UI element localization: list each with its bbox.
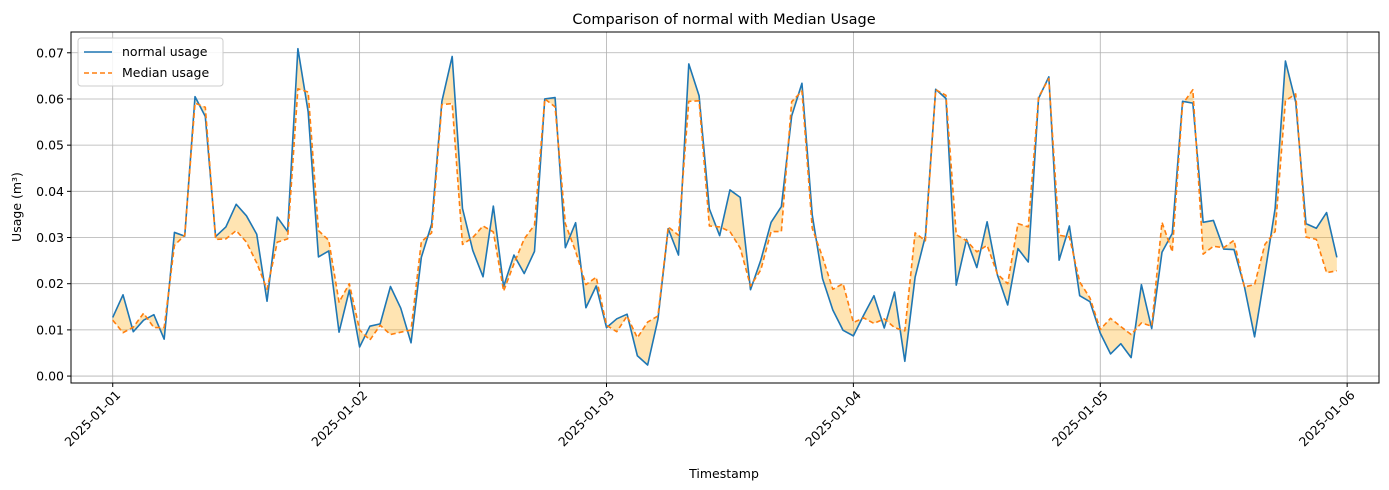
x-tick-label: 2025-01-05 bbox=[1049, 387, 1111, 449]
x-tick-label: 2025-01-04 bbox=[802, 387, 864, 449]
y-axis-ticks: 0.00 0.01 0.02 0.03 0.04 0.05 0.06 0.07 bbox=[36, 45, 71, 384]
x-tick-label: 2025-01-01 bbox=[61, 387, 123, 449]
x-axis-ticks: 2025-01-01 2025-01-02 2025-01-03 2025-01-04… bbox=[61, 383, 1358, 449]
y-tick-label: 0.02 bbox=[36, 276, 64, 291]
legend-label-median: Median usage bbox=[122, 65, 209, 80]
y-tick-label: 0.05 bbox=[36, 138, 64, 153]
y-tick-label: 0.07 bbox=[36, 45, 64, 60]
x-axis-label: Timestamp bbox=[688, 466, 759, 481]
grid-lines bbox=[71, 32, 1379, 383]
legend-box bbox=[77, 37, 224, 87]
normal-usage-line bbox=[111, 47, 1338, 366]
series-lines bbox=[111, 47, 1338, 366]
plot-frame bbox=[70, 31, 1380, 384]
y-tick-label: 0.04 bbox=[36, 184, 64, 199]
legend: normal usage Median usage bbox=[77, 37, 224, 87]
median-usage-line bbox=[112, 77, 1338, 341]
x-tick-label: 2025-01-03 bbox=[555, 387, 617, 449]
x-tick-label: 2025-01-02 bbox=[308, 387, 370, 449]
x-tick-label: 2025-01-06 bbox=[1296, 387, 1358, 449]
chart-title: Comparison of normal with Median Usage bbox=[572, 12, 875, 28]
y-tick-label: 0.03 bbox=[36, 230, 64, 245]
y-axis-label: Usage (m³) bbox=[9, 172, 24, 242]
y-tick-label: 0.06 bbox=[36, 91, 64, 106]
y-tick-label: 0.01 bbox=[36, 322, 64, 337]
legend-label-normal: normal usage bbox=[122, 44, 208, 59]
y-tick-label: 0.00 bbox=[36, 369, 64, 384]
